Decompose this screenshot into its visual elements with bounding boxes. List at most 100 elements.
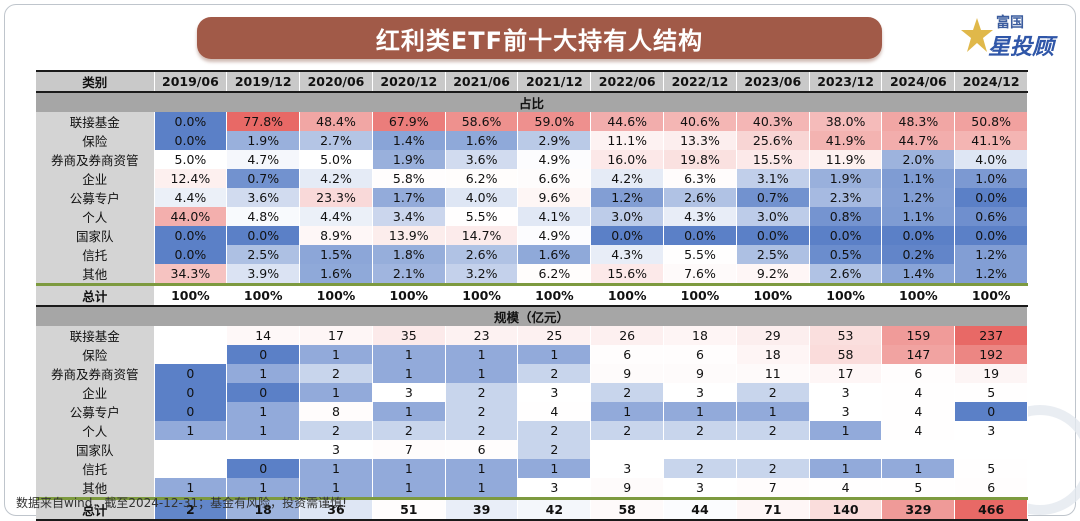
total-label: 总计 bbox=[36, 283, 155, 307]
header-category: 类别 bbox=[36, 70, 155, 93]
section-title: 规模（亿元） bbox=[36, 306, 1029, 326]
data-cell: 9 bbox=[590, 364, 665, 383]
data-cell: 4.0% bbox=[445, 188, 519, 207]
row-label: 国家队 bbox=[36, 226, 155, 245]
data-cell: 7 bbox=[372, 440, 446, 459]
data-cell: 4 bbox=[881, 383, 956, 402]
data-cell: 1 bbox=[372, 478, 446, 499]
row-label: 个人 bbox=[36, 207, 155, 226]
data-cell bbox=[809, 440, 883, 459]
data-cell: 2 bbox=[445, 421, 519, 440]
data-cell: 192 bbox=[954, 345, 1029, 364]
footnote: 数据来自wind，截至2024-12-31；基金有风险，投资需谨慎! bbox=[16, 496, 347, 510]
data-cell: 0.0% bbox=[954, 188, 1029, 207]
data-cell: 3 bbox=[954, 421, 1029, 440]
data-cell: 26 bbox=[590, 326, 665, 345]
data-cell: 2 bbox=[663, 459, 737, 478]
total-cell: 44 bbox=[663, 497, 737, 521]
row-label: 其他 bbox=[36, 478, 155, 499]
data-cell: 1.6% bbox=[517, 245, 592, 264]
data-cell: 0.2% bbox=[881, 245, 956, 264]
data-cell: 3 bbox=[517, 383, 592, 402]
data-cell: 77.8% bbox=[226, 112, 301, 131]
data-cell: 1 bbox=[299, 345, 373, 364]
table-row: 券商及券商资管 5.0% 4.7% 5.0% 1.9% 3.6% 4.9% 16.0% 19.8… bbox=[36, 150, 1029, 169]
data-cell: 25 bbox=[517, 326, 592, 345]
data-cell: 1 bbox=[881, 459, 956, 478]
header-period: 2022/06 bbox=[590, 70, 665, 93]
data-cell: 2 bbox=[299, 421, 373, 440]
brand-logo: 富国 星投顾 bbox=[960, 12, 1070, 60]
row-label: 个人 bbox=[36, 421, 155, 440]
data-cell: 0 bbox=[154, 364, 228, 383]
table-row: 个人 44.0% 4.8% 4.4% 3.4% 5.5% 4.1% 3.0% 4.3% 3.0% 0… bbox=[36, 207, 1029, 226]
data-cell: 35 bbox=[372, 326, 446, 345]
data-cell: 5.8% bbox=[372, 169, 446, 188]
row-label: 其他 bbox=[36, 264, 155, 285]
data-cell: 1.2% bbox=[954, 245, 1029, 264]
data-cell: 1 bbox=[445, 459, 519, 478]
data-cell: 2.5% bbox=[736, 245, 810, 264]
data-cell: 3.1% bbox=[736, 169, 810, 188]
data-cell: 0.0% bbox=[154, 112, 228, 131]
data-cell: 48.3% bbox=[881, 112, 956, 131]
data-cell: 1 bbox=[445, 478, 519, 499]
data-cell: 0.6% bbox=[954, 207, 1029, 226]
data-cell: 1.8% bbox=[372, 245, 446, 264]
row-label: 公募专户 bbox=[36, 188, 155, 207]
data-cell: 159 bbox=[881, 326, 956, 345]
data-cell: 67.9% bbox=[372, 112, 446, 131]
data-cell: 5.0% bbox=[299, 150, 373, 169]
data-cell: 4 bbox=[809, 478, 883, 499]
data-cell: 2 bbox=[445, 383, 519, 402]
data-cell: 1 bbox=[154, 478, 228, 499]
total-cell: 58 bbox=[590, 497, 665, 521]
header-period: 2024/06 bbox=[881, 70, 956, 93]
data-cell: 15.6% bbox=[590, 264, 665, 285]
data-cell bbox=[881, 440, 956, 459]
data-cell: 0.0% bbox=[226, 226, 301, 245]
data-cell: 1 bbox=[736, 402, 810, 421]
total-cell: 100% bbox=[663, 283, 737, 307]
total-cell: 100% bbox=[881, 283, 956, 307]
data-cell: 53 bbox=[809, 326, 883, 345]
data-cell: 3.6% bbox=[226, 188, 301, 207]
data-cell: 18 bbox=[736, 345, 810, 364]
data-cell: 2 bbox=[736, 383, 810, 402]
total-cell: 71 bbox=[736, 497, 810, 521]
data-cell: 5 bbox=[954, 383, 1029, 402]
data-cell: 4.3% bbox=[590, 245, 665, 264]
header-period: 2022/12 bbox=[663, 70, 737, 93]
data-cell: 3 bbox=[590, 459, 665, 478]
section-title: 占比 bbox=[36, 92, 1029, 112]
header-period: 2021/12 bbox=[517, 70, 592, 93]
total-cell: 36 bbox=[299, 497, 373, 521]
data-cell: 4.0% bbox=[954, 150, 1029, 169]
logo-bottom-text: 星投顾 bbox=[988, 35, 1055, 60]
header-period: 2019/06 bbox=[154, 70, 228, 93]
data-cell: 2 bbox=[372, 421, 446, 440]
data-cell: 11.1% bbox=[590, 131, 665, 150]
data-cell: 14.7% bbox=[445, 226, 519, 245]
data-cell: 4.2% bbox=[299, 169, 373, 188]
header-period: 2023/12 bbox=[809, 70, 883, 93]
data-cell: 1.9% bbox=[372, 150, 446, 169]
table-row: 保险 0.0% 1.9% 2.7% 1.4% 1.6% 2.9% 11.1% 13.3% 25.6… bbox=[36, 131, 1029, 150]
row-label: 保险 bbox=[36, 131, 155, 150]
data-cell bbox=[590, 440, 665, 459]
logo-top-text: 富国 bbox=[996, 15, 1024, 31]
total-cell: 329 bbox=[881, 497, 956, 521]
total-cell: 140 bbox=[809, 497, 883, 521]
table-row: 保险 0 1 1 1 1 6 6 18 58 147 192 bbox=[36, 345, 1029, 364]
data-cell: 29 bbox=[736, 326, 810, 345]
data-cell: 6 bbox=[663, 345, 737, 364]
data-cell: 4 bbox=[881, 402, 956, 421]
data-cell: 13.9% bbox=[372, 226, 446, 245]
data-cell: 1 bbox=[154, 421, 228, 440]
data-cell: 1.7% bbox=[372, 188, 446, 207]
data-cell: 6 bbox=[881, 364, 956, 383]
data-cell bbox=[154, 326, 228, 345]
total-cell: 466 bbox=[954, 497, 1029, 521]
table-row: 信托 0 1 1 1 1 3 2 2 1 1 5 bbox=[36, 459, 1029, 478]
data-cell: 3.9% bbox=[226, 264, 301, 285]
